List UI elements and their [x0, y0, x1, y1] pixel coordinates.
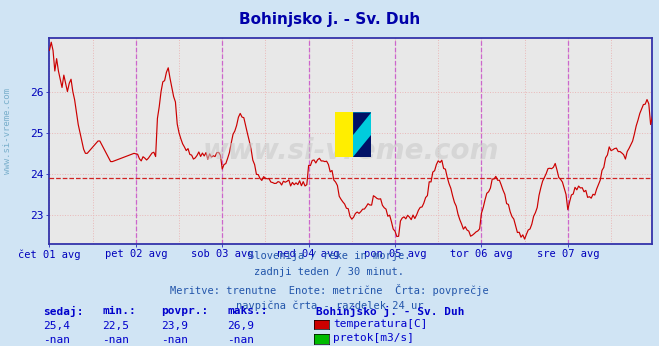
Text: -nan: -nan [227, 335, 254, 345]
Text: sedaj:: sedaj: [43, 306, 83, 317]
Text: Slovenija / reke in morje.: Slovenija / reke in morje. [248, 251, 411, 261]
Text: navpična črta - razdelek 24 ur: navpična črta - razdelek 24 ur [236, 301, 423, 311]
Text: 23,9: 23,9 [161, 321, 188, 331]
Text: www.si-vreme.com: www.si-vreme.com [203, 137, 499, 165]
Text: zadnji teden / 30 minut.: zadnji teden / 30 minut. [254, 267, 405, 277]
Text: pretok[m3/s]: pretok[m3/s] [333, 333, 414, 343]
Text: 25,4: 25,4 [43, 321, 70, 331]
Text: -nan: -nan [43, 335, 70, 345]
Bar [335, 112, 353, 157]
Text: Bohinjsko j. - Sv. Duh: Bohinjsko j. - Sv. Duh [316, 306, 465, 317]
Text: Bohinjsko j. - Sv. Duh: Bohinjsko j. - Sv. Duh [239, 12, 420, 27]
Bar [353, 112, 371, 157]
Text: min.:: min.: [102, 306, 136, 316]
Text: www.si-vreme.com: www.si-vreme.com [3, 89, 13, 174]
Text: -nan: -nan [102, 335, 129, 345]
Text: Meritve: trenutne  Enote: metrične  Črta: povprečje: Meritve: trenutne Enote: metrične Črta: … [170, 284, 489, 296]
Text: maks.:: maks.: [227, 306, 268, 316]
Polygon shape [353, 135, 371, 157]
Text: temperatura[C]: temperatura[C] [333, 319, 427, 328]
Text: povpr.:: povpr.: [161, 306, 209, 316]
Polygon shape [353, 112, 371, 135]
Text: -nan: -nan [161, 335, 188, 345]
Text: 22,5: 22,5 [102, 321, 129, 331]
Text: 26,9: 26,9 [227, 321, 254, 331]
